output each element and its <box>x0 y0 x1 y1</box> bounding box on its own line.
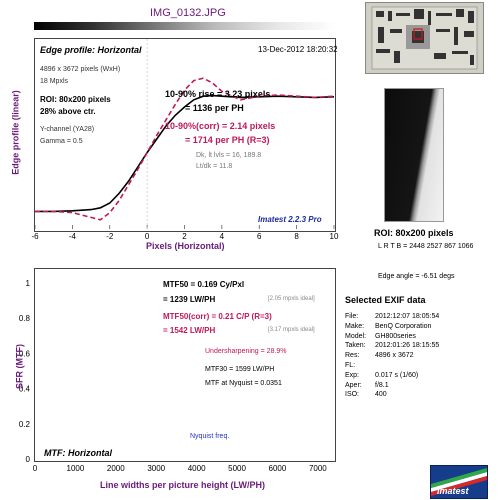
exif-value: f/8.1 <box>375 381 389 389</box>
imatest-logo-mark <box>431 468 487 496</box>
exif-value: GH800series <box>375 332 416 340</box>
edge-corrected-line <box>35 77 335 221</box>
exif-row: Aper: f/8.1 <box>345 382 389 389</box>
edge-ylabel: Edge profile (linear) <box>10 90 21 175</box>
exif-row: Make: BenQ Corporation <box>345 323 431 330</box>
edge-angle: Edge angle = -6.51 degs <box>378 273 455 280</box>
exif-key: Exp: <box>345 371 360 379</box>
nyquist-label: Nyquist freq. <box>190 433 230 440</box>
mtf-y-tick-label: 0.4 <box>19 385 31 394</box>
mtf-y-tick-label: 0.2 <box>19 420 31 429</box>
exif-key: Model: <box>345 332 367 340</box>
edge-measured-line <box>35 94 335 213</box>
exif-key: Taken: <box>345 342 366 350</box>
edge-profile-header: Edge profile: Horizontal <box>40 45 142 55</box>
test-chart-pattern <box>371 6 478 70</box>
mtf-y-tick-label: 0.6 <box>19 349 31 358</box>
exif-key: File: <box>345 313 359 320</box>
exif-row: FL: <box>345 362 375 369</box>
mtf50-value: MTF50 = 0.169 Cy/Pxl <box>163 280 245 289</box>
mtf-x-tick-label: 5000 <box>228 464 246 473</box>
exif-value: 4896 x 3672 <box>375 352 414 360</box>
exif-row: File: 2012:12:07 18:05:54 <box>345 313 439 320</box>
exif-value: 400 <box>375 391 387 399</box>
edge-x-tick-label: -6 <box>31 232 39 241</box>
mtf-x-tick-label: 1000 <box>67 464 85 473</box>
exif-row: Exp: 0.017 s (1/60) <box>345 372 418 379</box>
dark-light-levels: Dk, lt lvls = 16, 189.8 <box>196 152 262 159</box>
edge-profile-datetime: 13-Dec-2012 18:20:32 <box>258 45 338 54</box>
edge-x-tick-label: 4 <box>220 232 225 241</box>
edge-x-tick-label: 10 <box>330 232 339 241</box>
exif-title: Selected EXIF data <box>345 295 426 305</box>
mtf-x-tick-label: 0 <box>33 464 38 473</box>
test-chart-thumbnail <box>365 2 484 74</box>
edge-xlabel: Pixels (Horizontal) <box>146 241 225 251</box>
exif-row: Res: 4896 x 3672 <box>345 352 414 359</box>
exif-value: 0.017 s (1/60) <box>375 371 419 379</box>
imatest-version: Imatest 2.2.3 Pro <box>258 215 322 224</box>
exif-value: 2012:01:26 18:15:55 <box>375 342 440 350</box>
image-mpxls-info: 18 Mpxls <box>40 78 69 85</box>
mtf-y-tick-label: 0.8 <box>19 314 31 323</box>
mtf-plot <box>34 268 336 462</box>
edge-x-tick-label: 8 <box>294 232 299 241</box>
roi-size-info: ROI: 80x200 pixels <box>40 95 111 104</box>
mtf50-lwph: = 1239 LW/PH <box>163 295 216 304</box>
undersharpening: Undersharpening = 28.9% <box>205 348 287 355</box>
light-dark-ratio: Lt/dk = 11.8 <box>196 163 233 170</box>
exif-row: ISO: 400 <box>345 391 387 398</box>
image-size-info: 4896 x 3672 pixels (WxH) <box>40 66 121 73</box>
mtf-y-tick-label: 0 <box>26 455 31 464</box>
exif-key: FL: <box>345 362 356 369</box>
rise-corrected-per-ph: = 1714 per PH (R=3) <box>185 135 270 145</box>
mtf50-corrected-lwph: = 1542 LW/PH <box>163 326 216 335</box>
mtf-header: MTF: Horizontal <box>44 448 112 458</box>
mtf-x-tick-label: 6000 <box>269 464 287 473</box>
exif-key: Aper: <box>345 381 362 389</box>
edge-profile-plot <box>34 38 336 232</box>
mtf-at-nyquist: MTF at Nyquist = 0.0351 <box>205 380 282 387</box>
exif-key: Res: <box>345 352 360 360</box>
imatest-logo: Imatest <box>430 465 488 499</box>
exif-value: BenQ Corporation <box>375 322 432 330</box>
rise-distance: 10-90% rise = 3.23 pixels <box>165 89 271 99</box>
mtf50-ideal: [2.05 mpxls ideal] <box>268 296 315 302</box>
edge-x-tick-label: 6 <box>257 232 262 241</box>
edge-x-tick-label: 0 <box>145 232 150 241</box>
edge-x-tick-label: -2 <box>106 232 114 241</box>
edge-x-tick-label: -4 <box>69 232 77 241</box>
exif-row: Model: GH800series <box>345 333 416 340</box>
roi-position-info: 28% above ctr. <box>40 107 96 116</box>
mtf-xlabel: Line widths per picture height (LW/PH) <box>100 480 266 490</box>
gamma-info: Gamma = 0.5 <box>40 138 83 145</box>
exif-key: ISO: <box>345 391 360 399</box>
roi-coordinates: L R T B = 2448 2527 867 1066 <box>378 243 474 250</box>
rise-corrected: 10-90%(corr) = 2.14 pixels <box>165 121 276 131</box>
imatest-logo-text: Imatest <box>437 486 469 496</box>
mtf-x-tick-label: 7000 <box>309 464 327 473</box>
mtf50-corrected-ideal: [3.17 mpxls ideal] <box>268 327 315 333</box>
roi-crop-image <box>384 88 444 222</box>
mtf50-corrected: MTF50(corr) = 0.21 C/P (R=3) <box>163 312 272 321</box>
exif-row: Taken: 2012:01:26 18:15:55 <box>345 342 439 349</box>
mtf30-value: MTF30 = 1599 LW/PH <box>205 366 275 373</box>
edge-x-tick-label: 2 <box>182 232 187 241</box>
mtf-ylabel: SFR (MTF) <box>14 344 25 389</box>
rise-per-ph: = 1136 per PH <box>185 103 244 113</box>
exif-value: 2012:12:07 18:05:54 <box>375 313 440 320</box>
gradient-strip <box>34 22 336 30</box>
channel-info: Y-channel (YA28) <box>40 126 95 133</box>
mtf-x-tick-label: 2000 <box>107 464 125 473</box>
image-filename-title: IMG_0132.JPG <box>150 7 226 19</box>
exif-key: Make: <box>345 322 365 330</box>
mtf-x-tick-label: 3000 <box>147 464 165 473</box>
mtf-x-tick-label: 4000 <box>188 464 206 473</box>
mtf-y-tick-label: 1 <box>26 279 31 288</box>
roi-caption: ROI: 80x200 pixels <box>374 228 454 238</box>
